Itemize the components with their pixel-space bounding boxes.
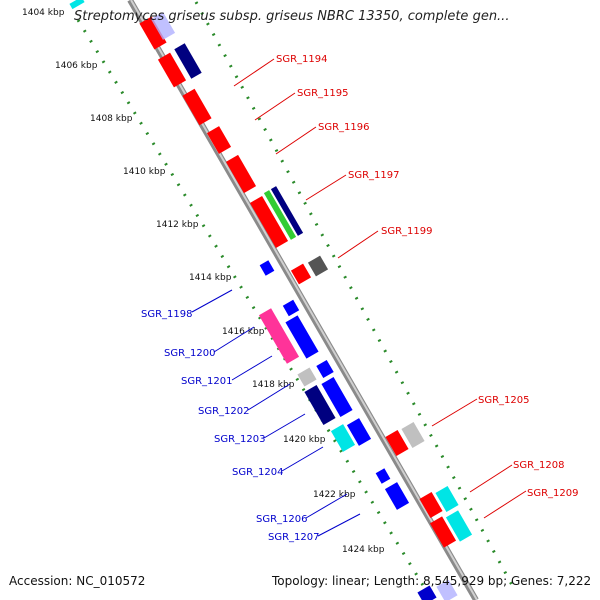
- gene-label: SGR_1196: [318, 122, 370, 133]
- gene-label: SGR_1197: [348, 170, 400, 181]
- tick-label: 1412 kbp: [156, 220, 199, 230]
- gene-arrow: [436, 579, 458, 600]
- gene-label: SGR_1206: [256, 514, 308, 525]
- gene-label: SGR_1200: [164, 348, 216, 359]
- gene-arrow: [285, 315, 319, 359]
- gene-arrow: [297, 367, 317, 387]
- map-title: Streptomyces griseus subsp. griseus NBRC…: [74, 9, 510, 24]
- gene-arrow: [290, 263, 312, 285]
- gene-features-top[interactable]: [69, 0, 473, 548]
- gene-arrow: [157, 52, 187, 88]
- gene-arrow: [316, 359, 334, 379]
- tick-label: 1406 kbp: [55, 61, 98, 71]
- gene-arrow: [225, 154, 257, 194]
- tick-label: 1418 kbp: [252, 380, 295, 390]
- gene-label: SGR_1195: [297, 88, 349, 99]
- tick-label: 1414 kbp: [189, 273, 232, 283]
- tick-label: 1420 kbp: [283, 435, 326, 445]
- gene-label: SGR_1202: [198, 406, 250, 417]
- gene-arrow: [435, 485, 459, 513]
- gene-arrow: [263, 190, 297, 240]
- gene-arrow: [419, 491, 443, 519]
- gene-label: SGR_1201: [181, 376, 233, 387]
- tick-labels: 1404 kbp 1406 kbp 1408 kbp 1410 kbp 1412…: [22, 8, 385, 555]
- gene-label: SGR_1203: [214, 434, 266, 445]
- gene-arrow: [69, 0, 85, 10]
- gene-arrow: [445, 510, 473, 542]
- gene-arrow: [321, 377, 353, 417]
- guide-tracks: [76, 1, 514, 600]
- gene-label: SGR_1208: [513, 460, 565, 471]
- gene-arrow: [429, 516, 457, 548]
- gene-label: SGR_1209: [527, 488, 579, 499]
- gene-arrow: [282, 299, 300, 317]
- gene-label: SGR_1207: [268, 532, 320, 543]
- gene-arrow: [346, 418, 372, 446]
- gene-labels-bottom: SGR_1198 SGR_1200 SGR_1201 SGR_1202 SGR_…: [141, 309, 320, 543]
- gene-label: SGR_1199: [381, 226, 433, 237]
- leader-lines-bottom: [191, 289, 361, 537]
- gene-label: SGR_1198: [141, 309, 193, 320]
- gene-arrow: [270, 186, 304, 236]
- tick-label: 1410 kbp: [123, 167, 166, 177]
- gene-arrow: [375, 468, 391, 484]
- gene-arrow: [330, 424, 356, 452]
- genome-summary-text: Topology: linear; Length: 8,545,929 bp; …: [272, 574, 592, 588]
- tick-label: 1422 kbp: [313, 490, 356, 500]
- gene-arrow: [206, 126, 232, 154]
- gene-arrow: [249, 195, 289, 249]
- gene-arrow: [401, 421, 425, 449]
- tick-label: 1404 kbp: [22, 8, 65, 18]
- gene-arrow: [150, 12, 176, 40]
- gene-label: SGR_1194: [276, 54, 328, 65]
- tick-label: 1424 kbp: [342, 545, 385, 555]
- gene-arrow: [307, 255, 329, 277]
- tick-label: 1408 kbp: [90, 114, 133, 124]
- gene-arrow: [304, 385, 336, 425]
- leader-lines-top: [233, 58, 527, 519]
- gene-labels-top: SGR_1194 SGR_1195 SGR_1196 SGR_1197 SGR_…: [276, 54, 579, 499]
- gene-arrow: [385, 429, 409, 457]
- gene-arrow: [258, 308, 300, 364]
- gene-arrow: [182, 88, 212, 126]
- tick-label: 1416 kbp: [222, 327, 265, 337]
- accession-text: Accession: NC_010572: [9, 574, 146, 588]
- gene-arrow: [384, 482, 410, 510]
- gene-label: SGR_1205: [478, 395, 530, 406]
- gene-label: SGR_1204: [232, 467, 284, 478]
- gene-arrow: [259, 260, 275, 276]
- gene-arrow: [174, 43, 202, 79]
- gene-arrow: [139, 16, 167, 50]
